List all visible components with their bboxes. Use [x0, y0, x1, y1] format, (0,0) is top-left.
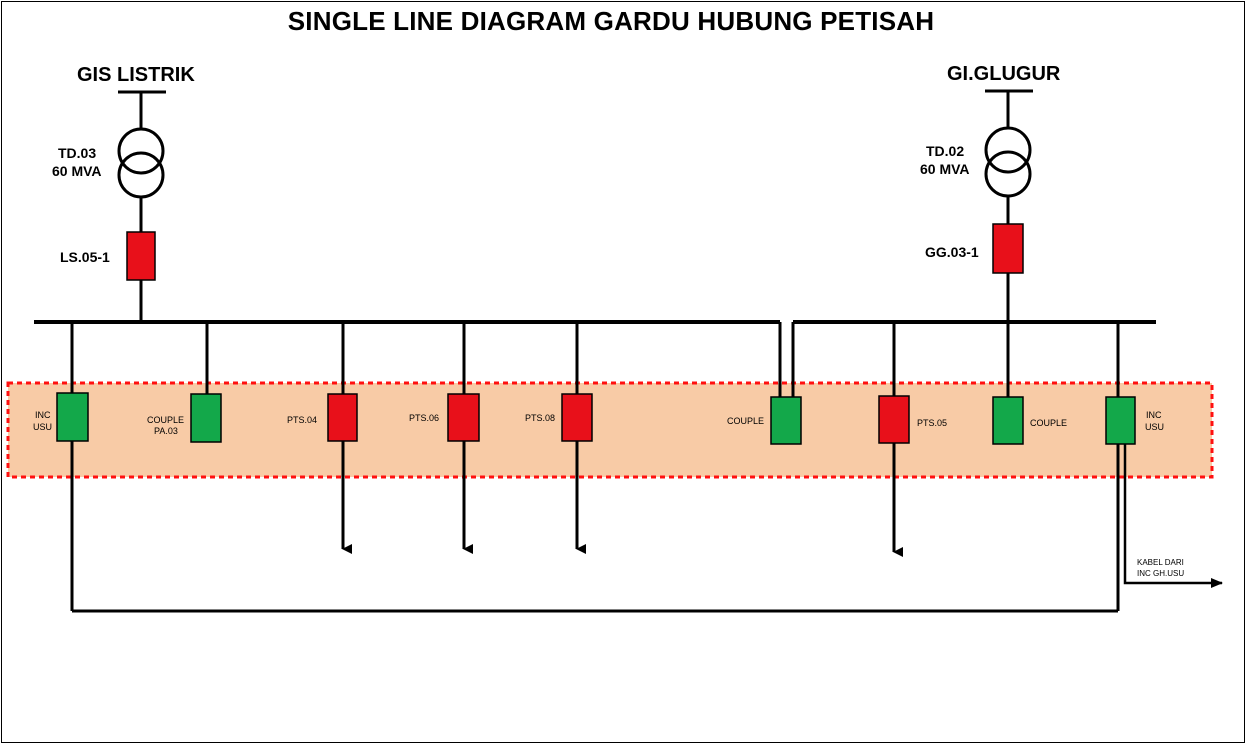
- transformer-td03-id: TD.03: [58, 145, 96, 161]
- breaker-ls05-1-label: LS.05-1: [60, 249, 110, 265]
- transformer-td03-icon: [117, 127, 165, 199]
- diagram-title: SINGLE LINE DIAGRAM GARDU HUBUNG PETISAH: [287, 6, 935, 36]
- cubicle-pts04[interactable]: [327, 393, 358, 442]
- cubicle-couple-mid[interactable]: [770, 396, 802, 445]
- cubicle-pts08[interactable]: [561, 393, 593, 442]
- transformer-td02-id: TD.02: [926, 143, 964, 159]
- switchgear-zone: [6, 381, 1214, 479]
- cubicle-pts08-label: PTS.08: [525, 413, 555, 423]
- cubicle-couple-right[interactable]: [992, 396, 1024, 445]
- source-left-name: GIS LISTRIK: [77, 64, 195, 86]
- cable-note-line-1: KABEL DARI: [1137, 558, 1184, 567]
- cubicle-couple-pa03[interactable]: [190, 393, 222, 443]
- cubicle-couple-pa03-label-2: PA.03: [154, 426, 178, 436]
- breaker-gg03-1-label: GG.03-1: [925, 244, 979, 260]
- cubicle-inc-usu-right-label-1: INC: [1146, 410, 1162, 420]
- cubicle-couple-right-label: COUPLE: [1030, 418, 1067, 428]
- incoming-cable-gh-usu: [1123, 444, 1223, 588]
- cubicle-pts06[interactable]: [447, 393, 480, 442]
- cubicle-inc-usu-left-label-2: USU: [33, 422, 52, 432]
- transformer-td03-rating: 60 MVA: [52, 163, 102, 179]
- source-right-name: GI.GLUGUR: [947, 63, 1061, 85]
- cubicle-pts04-label: PTS.04: [287, 415, 317, 425]
- breaker-ls05-1[interactable]: [126, 231, 156, 281]
- transformer-td02-icon: [984, 126, 1032, 198]
- cable-note-line-2: INC GH.USU: [1137, 569, 1184, 578]
- cubicle-couple-pa03-label-1: COUPLE: [147, 415, 184, 425]
- cubicle-pts05[interactable]: [878, 395, 910, 444]
- cubicle-inc-usu-left[interactable]: [56, 392, 89, 442]
- cubicle-inc-usu-right-label-2: USU: [1145, 422, 1164, 432]
- transformer-td02-rating: 60 MVA: [920, 161, 970, 177]
- breaker-gg03-1[interactable]: [992, 223, 1024, 274]
- cubicle-inc-usu-left-label-1: INC: [35, 410, 51, 420]
- cubicle-pts06-label: PTS.06: [409, 413, 439, 423]
- cubicle-couple-mid-label: COUPLE: [727, 416, 764, 426]
- cubicle-inc-usu-right[interactable]: [1105, 396, 1136, 445]
- cubicle-pts05-label: PTS.05: [917, 418, 947, 428]
